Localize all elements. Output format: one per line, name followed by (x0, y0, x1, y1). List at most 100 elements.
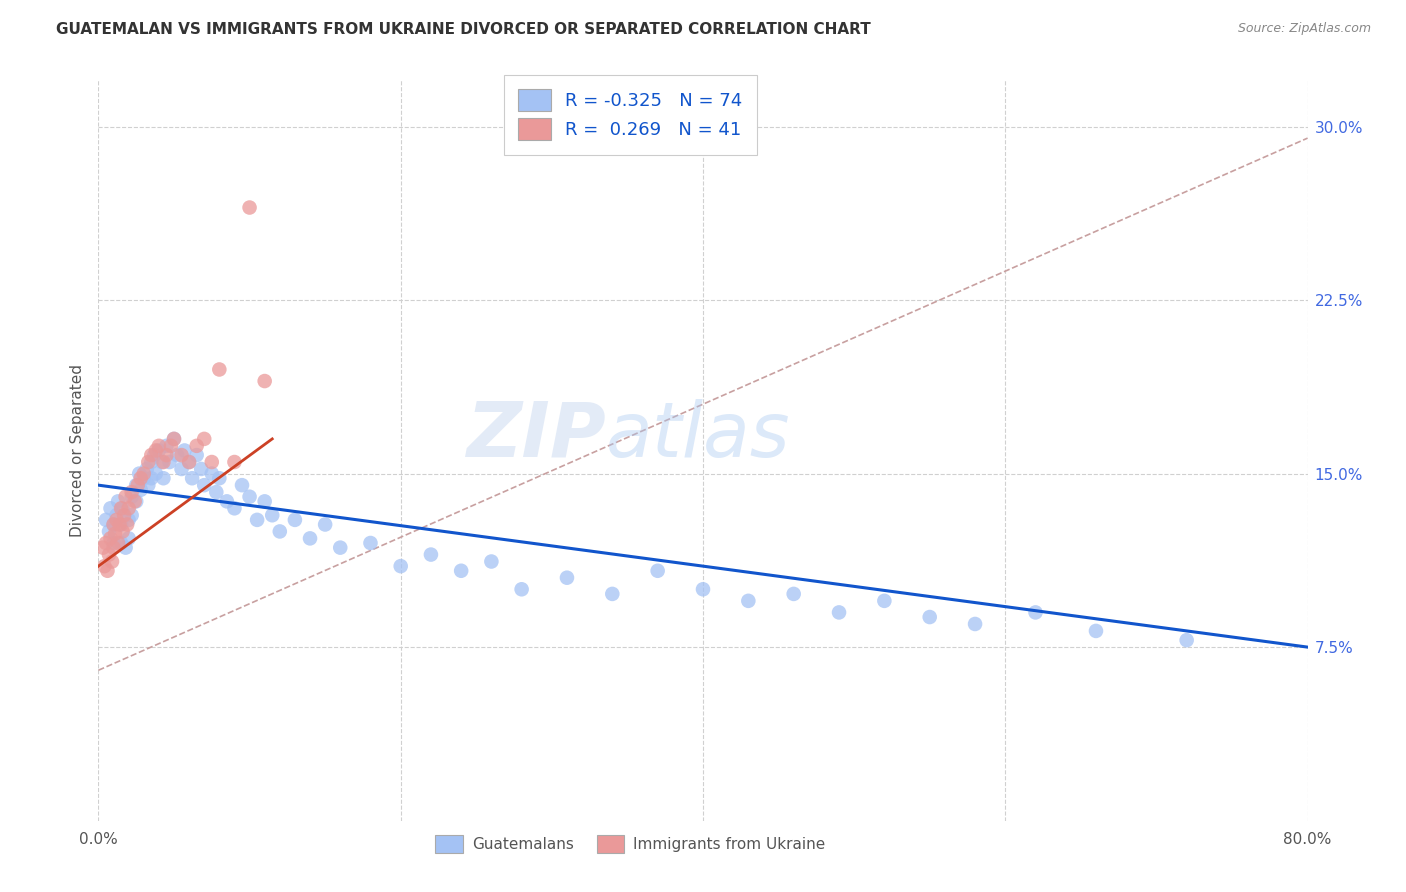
Point (94, 536, 117, 550)
Point (145, 443, 167, 458)
Point (224, 501, 246, 516)
Point (215, 494, 238, 508)
Point (190, 462, 212, 476)
Point (111, 524, 134, 539)
Point (98, 548, 121, 562)
Point (103, 536, 125, 550)
Point (783, 587, 806, 601)
Point (118, 513, 141, 527)
Point (98, 524, 121, 539)
Point (1085, 624, 1108, 638)
Point (170, 462, 193, 476)
Point (737, 594, 759, 608)
Point (253, 494, 276, 508)
Point (299, 532, 322, 546)
Legend: Guatemalans, Immigrants from Ukraine: Guatemalans, Immigrants from Ukraine (427, 827, 834, 861)
Point (104, 526, 127, 541)
Point (111, 501, 134, 516)
Point (173, 443, 195, 458)
Point (918, 610, 941, 624)
Point (135, 462, 157, 476)
Point (101, 554, 124, 569)
Point (136, 455, 159, 469)
Point (121, 490, 143, 504)
Point (110, 536, 132, 550)
Point (125, 494, 148, 508)
Point (110, 517, 132, 532)
Point (647, 564, 669, 578)
Point (121, 485, 143, 500)
Point (239, 201, 262, 215)
Point (481, 554, 503, 569)
Point (118, 532, 141, 546)
Point (163, 432, 186, 446)
Point (179, 455, 201, 469)
Point (103, 517, 125, 532)
Point (124, 494, 146, 508)
Point (160, 439, 183, 453)
Point (105, 513, 128, 527)
Point (112, 508, 135, 523)
Text: Source: ZipAtlas.com: Source: ZipAtlas.com (1237, 22, 1371, 36)
Point (129, 483, 152, 497)
Point (125, 478, 148, 492)
Point (128, 467, 150, 481)
Point (132, 471, 155, 485)
Point (186, 448, 208, 462)
Point (141, 448, 163, 462)
Point (96, 564, 118, 578)
Text: GUATEMALAN VS IMMIGRANTS FROM UKRAINE DIVORCED OR SEPARATED CORRELATION CHART: GUATEMALAN VS IMMIGRANTS FROM UKRAINE DI… (56, 22, 870, 37)
Point (420, 548, 443, 562)
Point (269, 524, 291, 539)
Point (314, 517, 336, 532)
Point (828, 606, 851, 620)
Point (114, 490, 136, 504)
Point (141, 455, 163, 469)
Point (208, 362, 231, 376)
Point (602, 587, 624, 601)
Point (105, 508, 128, 523)
Point (205, 485, 228, 500)
Point (1175, 633, 1198, 648)
Point (148, 443, 170, 458)
Point (193, 478, 215, 492)
Point (179, 455, 201, 469)
Point (100, 501, 122, 516)
Point (166, 448, 188, 462)
Point (170, 448, 193, 462)
Point (231, 478, 253, 492)
Text: ZIP: ZIP (467, 399, 606, 473)
Point (115, 517, 138, 532)
Point (114, 541, 136, 555)
Point (692, 582, 714, 597)
Point (224, 455, 246, 469)
Point (262, 508, 284, 523)
Point (127, 478, 149, 492)
Point (150, 455, 173, 469)
Point (93, 559, 115, 574)
Point (145, 467, 167, 481)
Point (141, 471, 163, 485)
Point (208, 471, 231, 485)
Point (965, 617, 987, 632)
Point (110, 501, 132, 516)
Point (201, 455, 224, 469)
Point (201, 467, 224, 481)
Y-axis label: Divorced or Separated: Divorced or Separated (69, 364, 84, 537)
Point (91, 541, 114, 555)
Point (186, 439, 208, 453)
Point (450, 564, 472, 578)
Point (107, 494, 129, 508)
Point (118, 501, 141, 516)
Point (155, 439, 177, 453)
Point (246, 513, 269, 527)
Point (193, 432, 215, 446)
Point (253, 374, 276, 388)
Point (94, 513, 117, 527)
Point (103, 541, 125, 555)
Point (152, 455, 174, 469)
Point (121, 508, 143, 523)
Point (108, 517, 131, 532)
Point (100, 532, 122, 546)
Point (136, 478, 159, 492)
